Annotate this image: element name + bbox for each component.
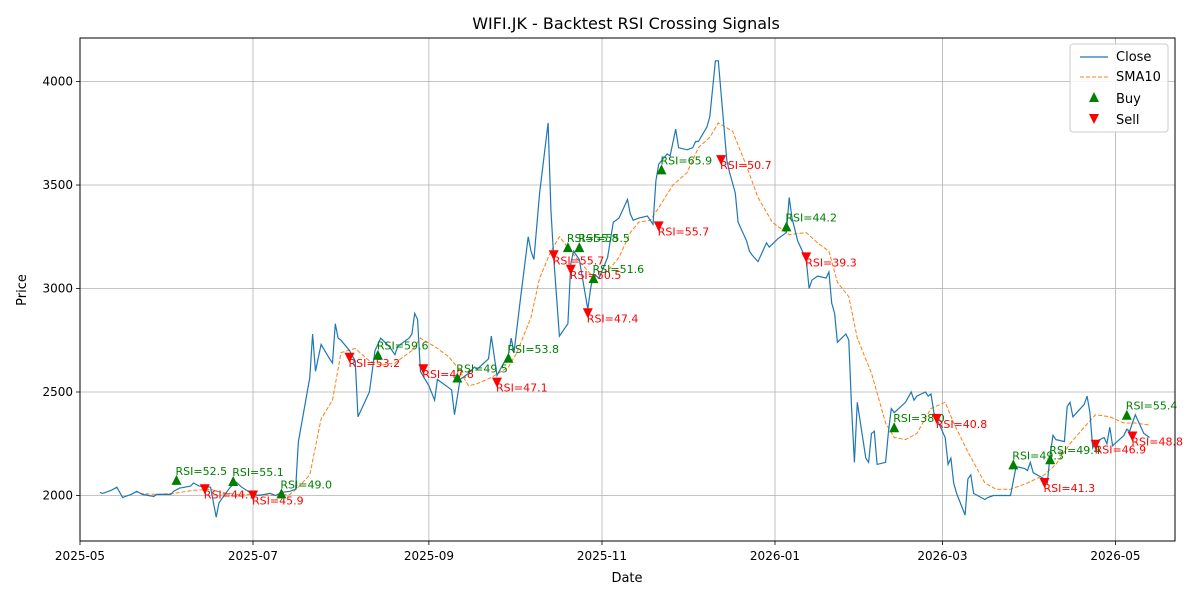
legend-sell-swatch	[1089, 114, 1099, 124]
buy-marker	[228, 476, 239, 486]
sell-rsi-label: RSI=47.1	[496, 382, 548, 395]
y-tick-label: 4000	[42, 75, 73, 89]
buy-rsi-label: RSI=44.2	[785, 211, 837, 224]
buy-rsi-label: RSI=49.5	[456, 363, 508, 376]
buy-marker	[889, 422, 900, 433]
plot-area: RSI=52.5 RSI=44.7 RSI=55.1 RSI=45.9 RSI=49.0…	[99, 60, 1183, 518]
signal-markers: RSI=52.5 RSI=44.7 RSI=55.1 RSI=45.9 RSI=49.0…	[171, 154, 1183, 508]
buy-rsi-label: RSI=55.5	[578, 232, 630, 245]
buy-rsi-label: RSI=55.1	[232, 466, 284, 479]
sell-rsi-label: RSI=41.3	[1044, 482, 1096, 495]
buy-marker	[452, 372, 463, 383]
legend-sma10-label: SMA10	[1116, 70, 1161, 85]
sell-rsi-label: RSI=50.5	[570, 269, 622, 282]
buy-rsi-label: RSI=38.0	[893, 412, 945, 425]
sell-rsi-label: RSI=55.7	[658, 225, 710, 238]
sell-marker	[418, 364, 429, 375]
sell-rsi-label: RSI=50.7	[720, 159, 772, 172]
x-tick-label: 2025-11	[577, 549, 627, 563]
sell-marker	[492, 377, 502, 388]
sell-marker	[565, 264, 576, 275]
y-tick-label: 3000	[42, 282, 73, 296]
sell-marker	[1127, 431, 1138, 442]
buy-rsi-label: RSI=49.4	[1049, 444, 1101, 457]
buy-marker	[1008, 459, 1019, 470]
legend: Close SMA10 Buy Sell	[1069, 43, 1169, 133]
sell-marker	[931, 413, 942, 424]
legend-buy-swatch	[1089, 92, 1099, 102]
buy-marker	[562, 242, 573, 253]
sell-rsi-label: RSI=40.8	[936, 418, 988, 431]
sell-marker	[801, 252, 812, 263]
buy-rsi-label: RSI=55.8	[567, 232, 619, 245]
legend-close-label: Close	[1116, 50, 1151, 65]
sell-rsi-label: RSI=55.7	[553, 254, 605, 267]
x-tick-label: 2026-05	[1090, 549, 1140, 563]
sell-rsi-label: RSI=45.9	[252, 495, 304, 508]
axes-frame	[79, 37, 1176, 542]
sell-rsi-label: RSI=47.4	[587, 312, 639, 325]
sell-rsi-label: RSI=44.7	[204, 488, 256, 501]
sell-marker	[1090, 439, 1101, 450]
sell-marker	[653, 221, 664, 232]
sell-rsi-label: RSI=47.8	[422, 368, 474, 381]
close-series-line	[99, 60, 1150, 518]
sell-rsi-label: RSI=48.8	[1131, 436, 1183, 449]
buy-rsi-label: RSI=52.5	[176, 465, 228, 478]
sell-marker	[716, 155, 727, 166]
grid-lines	[79, 38, 1175, 541]
buy-marker	[1121, 409, 1132, 420]
x-tick-label: 2025-05	[55, 549, 105, 563]
y-axis-label: Price	[15, 274, 30, 306]
sell-rsi-label: RSI=39.3	[805, 256, 857, 269]
buy-rsi-label: RSI=53.8	[507, 343, 559, 356]
y-tick-label: 2500	[42, 385, 73, 399]
buy-rsi-label: RSI=55.4	[1126, 400, 1178, 413]
chart-title: WIFI.JK - Backtest RSI Crossing Signals	[472, 14, 780, 33]
x-axis-ticks: 2025-05 2025-07 2025-09 2025-11 2026-01 2026-…	[55, 541, 1140, 563]
buy-marker	[171, 474, 182, 485]
x-tick-label: 2026-03	[917, 549, 967, 563]
buy-rsi-label: RSI=65.9	[661, 154, 713, 167]
legend-sell-label: Sell	[1116, 113, 1139, 128]
sell-marker	[1039, 478, 1050, 488]
buy-marker	[276, 488, 287, 499]
buy-rsi-label: RSI=59.6	[377, 340, 429, 353]
sell-marker	[199, 484, 210, 495]
x-axis-label: Date	[611, 571, 642, 586]
legend-buy-label: Buy	[1116, 92, 1141, 107]
legend-box	[1069, 43, 1169, 133]
x-tick-label: 2026-01	[750, 549, 800, 563]
buy-marker	[588, 273, 599, 284]
buy-marker	[503, 352, 514, 363]
sell-marker	[582, 308, 593, 319]
x-tick-label: 2025-09	[404, 549, 454, 563]
sell-marker	[344, 352, 355, 363]
buy-marker	[656, 164, 667, 175]
sell-rsi-label: RSI=46.9	[1095, 444, 1147, 457]
buy-marker	[1045, 454, 1056, 465]
y-tick-label: 3500	[42, 178, 73, 192]
sell-rsi-label: RSI=53.2	[349, 357, 401, 370]
sma10-series-line	[139, 122, 1150, 497]
buy-marker	[574, 242, 585, 253]
buy-rsi-label: RSI=51.6	[593, 263, 645, 276]
sell-marker	[248, 490, 258, 501]
y-axis-ticks: 2000 2500 3000 3500 4000	[42, 75, 80, 503]
sell-marker	[548, 250, 559, 261]
y-tick-label: 2000	[42, 489, 73, 503]
buy-marker	[372, 349, 383, 360]
buy-marker	[781, 221, 792, 232]
buy-rsi-label: RSI=49.0	[280, 478, 332, 491]
x-tick-label: 2025-07	[228, 549, 278, 563]
